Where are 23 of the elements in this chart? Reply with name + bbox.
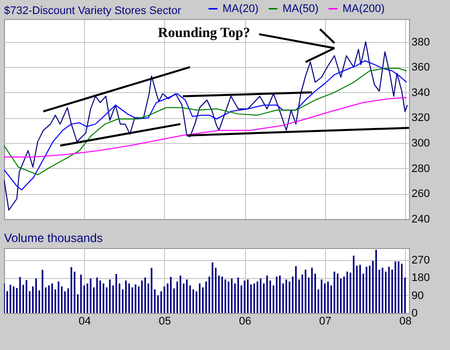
x-tick-label: 06: [238, 316, 252, 328]
y-tick-label: 300: [412, 138, 430, 150]
y-tick-label: 180: [412, 272, 430, 284]
x-tick-label: 04: [78, 316, 91, 328]
annotation: Rounding Top?: [158, 26, 250, 41]
legend-label: MA(200): [342, 2, 385, 15]
y-tick-label: 320: [412, 112, 430, 124]
x-tick-label: 08: [399, 316, 412, 328]
y-tick-label: 360: [412, 62, 430, 74]
chart-title: Volume thousands: [4, 231, 103, 245]
chart-title: $732-Discount Variety Stores Sector: [4, 5, 182, 17]
y-tick-label: 380: [412, 36, 430, 48]
y-tick-label: 260: [412, 188, 430, 200]
y-tick-label: 90: [412, 290, 424, 302]
x-tick-label: 05: [158, 316, 172, 328]
legend-label: MA(50): [282, 2, 319, 15]
y-tick-label: 240: [412, 214, 430, 226]
y-tick-label: 270: [412, 254, 430, 266]
x-tick-label: 07: [319, 316, 332, 328]
y-tick-label: 340: [412, 86, 430, 99]
legend-label: MA(20): [222, 2, 259, 15]
y-tick-label: 0: [412, 308, 418, 320]
y-tick-label: 280: [412, 162, 430, 175]
